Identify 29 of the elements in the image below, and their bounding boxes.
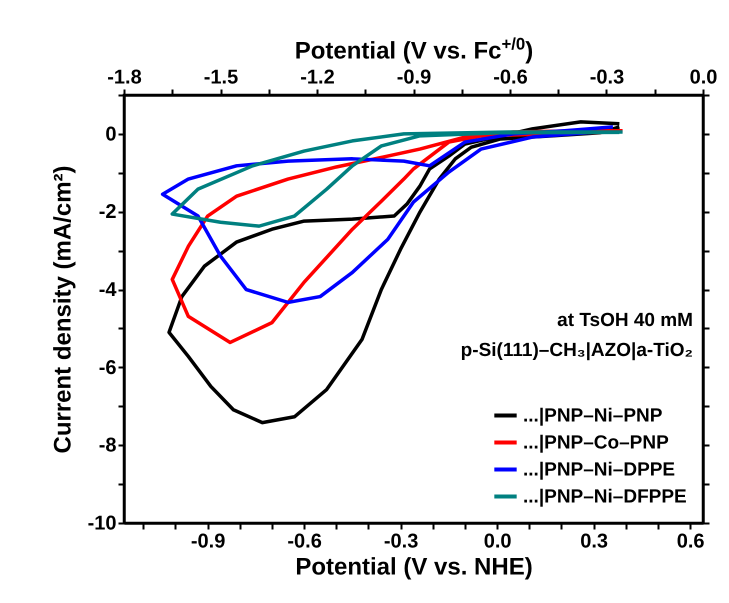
x2-tick-label: 0.0 <box>690 66 718 88</box>
x2-tick-label: -1.5 <box>204 66 238 88</box>
annotation: p-Si(111)–CH₃|AZO|a-TiO₂ <box>460 340 693 361</box>
y-axis-title: Current density (mA/cm²) <box>50 165 77 454</box>
x2-tick-label: -0.6 <box>493 66 528 88</box>
y-tick-label: -2 <box>98 201 116 224</box>
legend-label: ...|PNP–Ni–DPPE <box>523 460 676 480</box>
x-tick-label: -0.9 <box>190 530 226 552</box>
x2-axis-title: Potential (V vs. Fc$^{+/0}$) <box>294 34 534 64</box>
y-tick-label: 0 <box>105 123 116 146</box>
x2-tick-label: -0.3 <box>590 66 624 88</box>
x2-tick-label: -1.8 <box>107 66 142 88</box>
x-tick-label: -0.6 <box>287 530 322 552</box>
x-tick-label: 0.0 <box>484 530 512 552</box>
annotation: at TsOH 40 mM <box>557 310 693 331</box>
line-series <box>170 130 624 228</box>
legend-label: ...|PNP–Ni–DFPPE <box>523 486 687 508</box>
legend-label: ...|PNP–Co–PNP <box>523 432 670 454</box>
legend-label: ...|PNP–Ni–PNP <box>523 406 663 426</box>
y-tick-label: -4 <box>98 279 118 302</box>
x2-tick-label: -1.2 <box>300 66 335 88</box>
y-tick-label: -10 <box>88 512 116 534</box>
y-tick-label: -6 <box>98 356 116 379</box>
x2-tick-label: -0.9 <box>396 66 432 88</box>
x-tick-label: 0.3 <box>580 530 608 552</box>
y-tick-label: -8 <box>98 434 116 457</box>
x-tick-label: -0.3 <box>384 530 418 552</box>
x-tick-label: 0.6 <box>676 530 705 552</box>
x-axis-title: Potential (V vs. NHE) <box>295 554 533 580</box>
